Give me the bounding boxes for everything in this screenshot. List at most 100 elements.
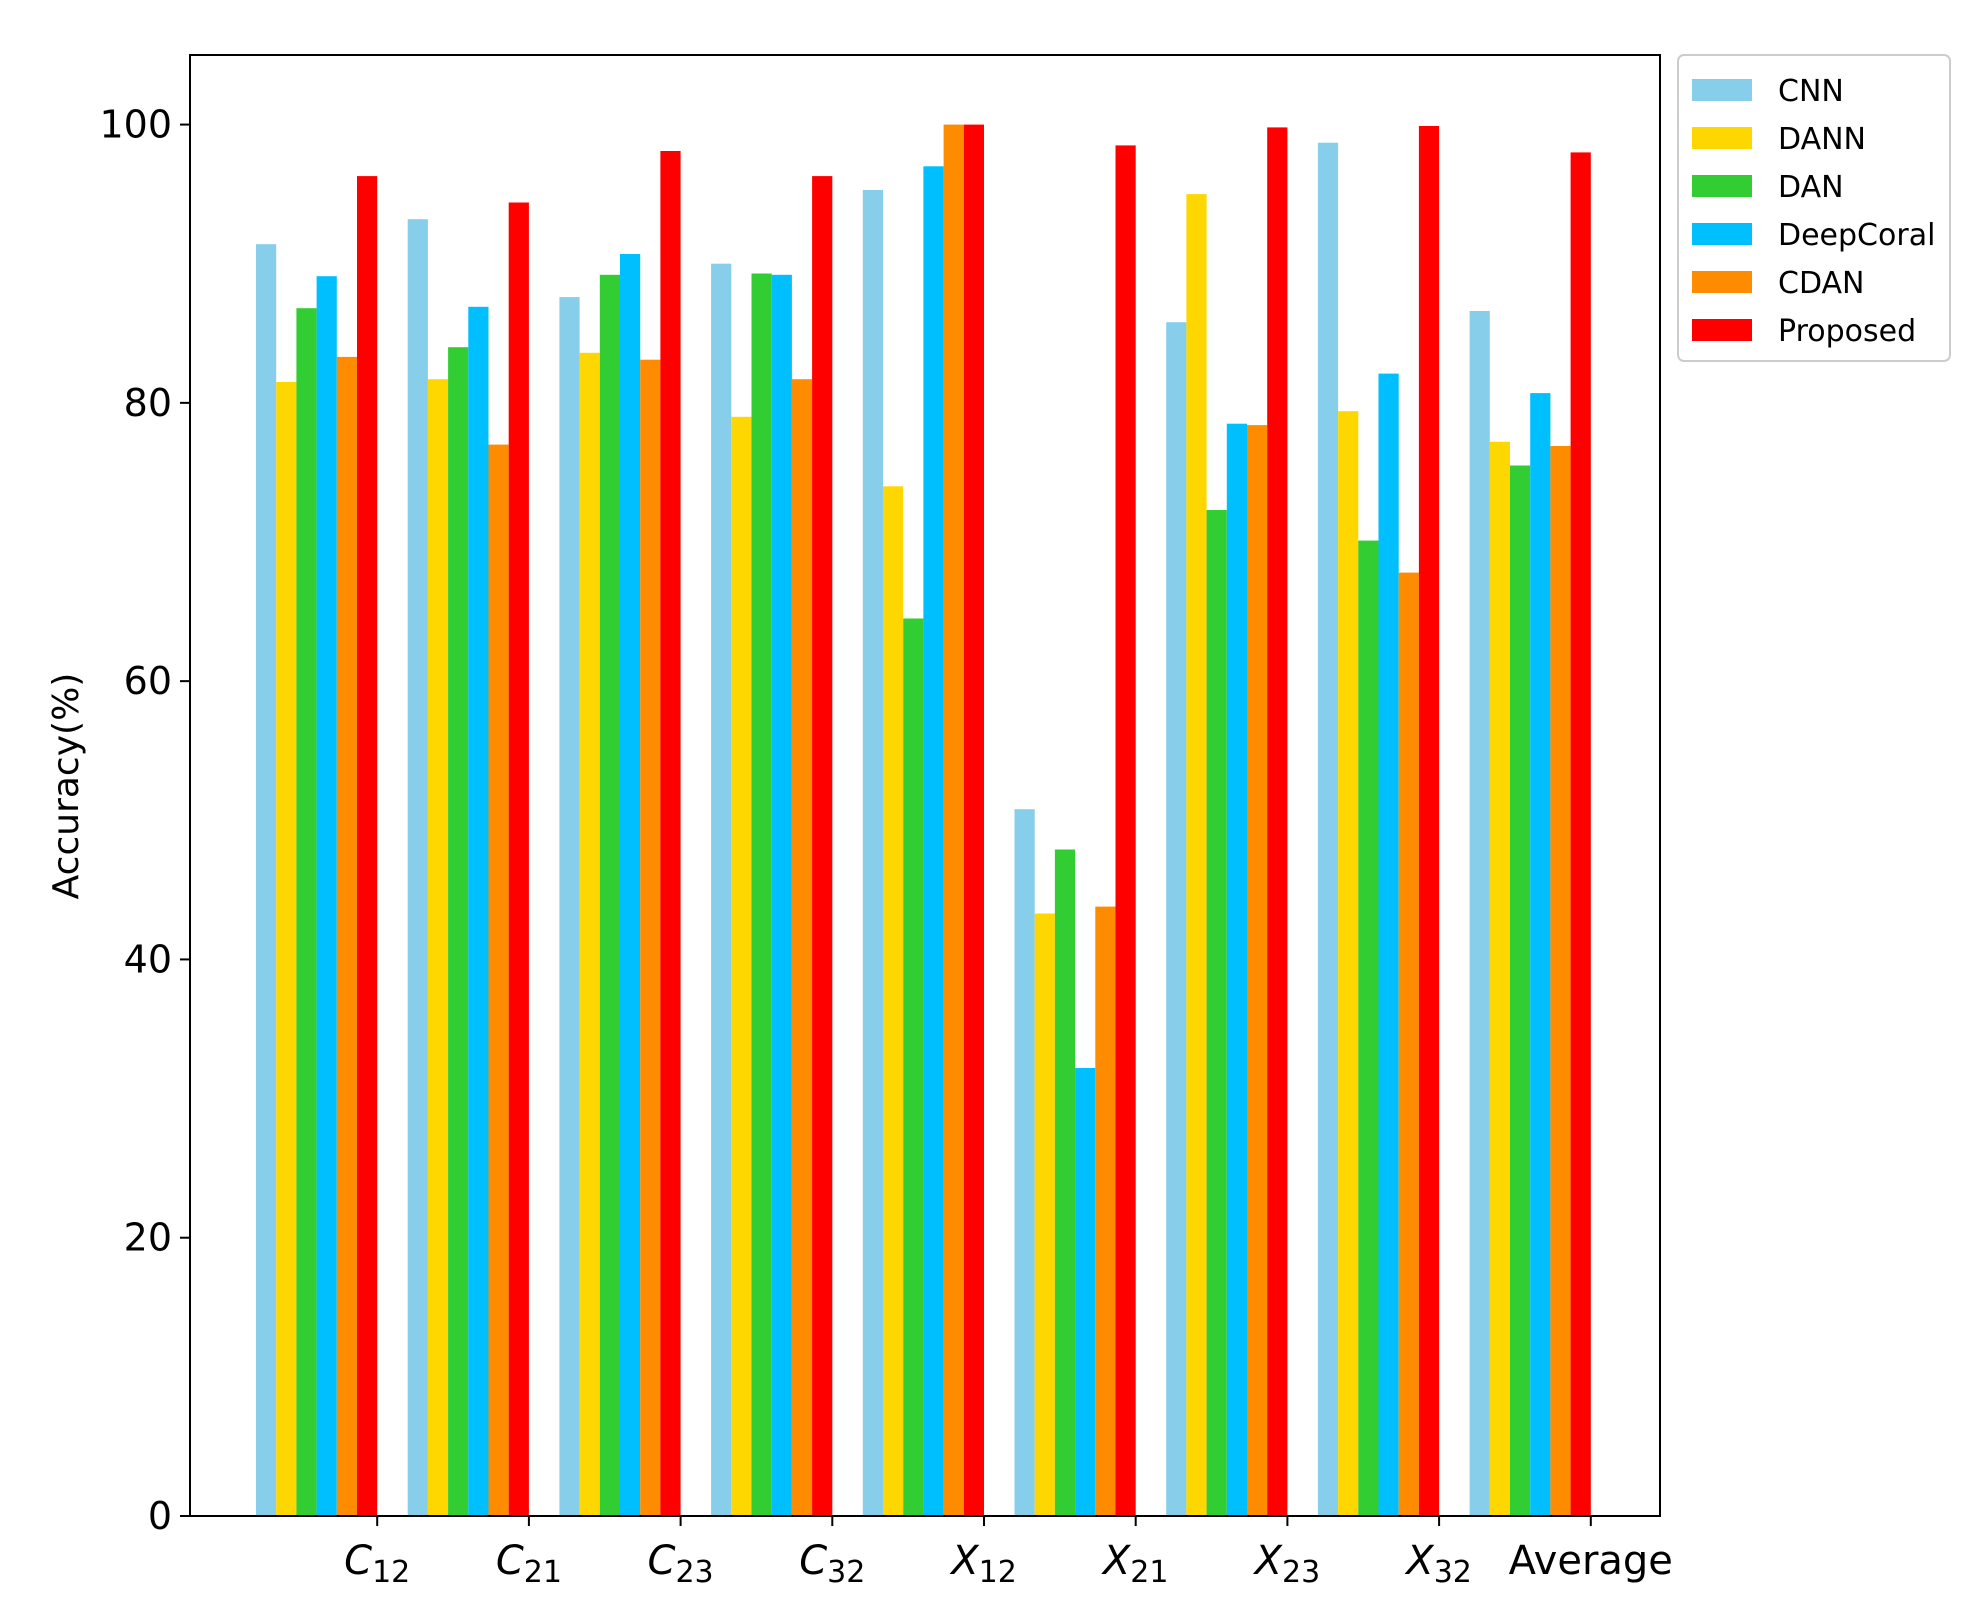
bar-proposed-x12 [963, 124, 984, 1517]
legend-swatch-cnn [1692, 79, 1752, 101]
bar-deepcoral-x32 [1378, 373, 1399, 1517]
bar-cdan-c12 [336, 356, 357, 1516]
x-tick-label: Average [1509, 1538, 1673, 1584]
x-tick-label-subscript: 23 [675, 1555, 713, 1590]
bar-cnn-x21 [1014, 809, 1035, 1516]
y-tick-label: 20 [124, 1216, 172, 1260]
x-tick-label-subscript: 21 [524, 1555, 562, 1590]
x-tick-label-main: X [1404, 1538, 1435, 1584]
bar-proposed-x21 [1115, 145, 1136, 1516]
bar-deepcoral-c23 [620, 254, 641, 1516]
bar-dann-x23 [1186, 194, 1207, 1517]
x-tick-label: X12 [949, 1538, 1017, 1590]
x-tick-label-main: C [648, 1538, 676, 1584]
bar-cnn-c12 [256, 244, 277, 1517]
legend-label-proposed: Proposed [1778, 314, 1916, 349]
bar-dan-c12 [296, 308, 317, 1517]
bar-dan-average [1510, 465, 1531, 1516]
y-tick-label: 100 [99, 103, 172, 147]
legend-swatch-proposed [1692, 319, 1752, 341]
x-tick-label-subscript: 21 [1130, 1555, 1168, 1590]
x-tick-label: C23 [648, 1538, 714, 1590]
x-tick-label-subscript: 32 [1434, 1555, 1472, 1590]
bar-cdan-c21 [488, 444, 509, 1517]
bar-deepcoral-c21 [468, 306, 489, 1516]
bar-deepcoral-c32 [771, 274, 792, 1516]
bar-proposed-x32 [1418, 126, 1440, 1516]
bar-cdan-x23 [1247, 425, 1268, 1517]
bar-cnn-x23 [1166, 322, 1187, 1517]
bars-layer [256, 124, 1591, 1517]
x-tick-label-subscript: 23 [1282, 1555, 1320, 1590]
bar-cnn-c21 [407, 219, 428, 1517]
x-tick-label-main: C [799, 1538, 827, 1584]
x-tick-label-subscript: 12 [372, 1555, 410, 1590]
x-tick-label-main: X [1101, 1538, 1132, 1584]
bar-cdan-c23 [640, 359, 661, 1517]
x-tick-label-subscript: 12 [979, 1555, 1017, 1590]
bar-dann-x21 [1034, 913, 1055, 1516]
bar-dan-x12 [903, 618, 924, 1516]
y-tick-label: 0 [148, 1494, 172, 1538]
legend: CNN DANN DAN DeepCoral CDAN Proposed [1677, 54, 1951, 362]
legend-label-cnn: CNN [1778, 74, 1844, 109]
bar-cnn-average [1469, 311, 1490, 1516]
legend-label-dann: DANN [1778, 122, 1866, 157]
bar-cdan-average [1550, 446, 1571, 1516]
bar-proposed-x23 [1267, 127, 1288, 1516]
bar-dann-x32 [1338, 411, 1359, 1517]
x-axis: C12 C21 C23 C32 X12 X21 X23 X32 Average [344, 1516, 1673, 1590]
bar-dan-c23 [599, 274, 620, 1516]
y-tick-label: 40 [124, 937, 172, 981]
x-tick-label-main: X [949, 1538, 980, 1584]
x-tick-label: X23 [1253, 1538, 1321, 1590]
bar-proposed-average [1570, 152, 1591, 1516]
legend-label-dan: DAN [1778, 170, 1844, 205]
bar-proposed-c32 [812, 176, 833, 1517]
x-tick-label: X21 [1101, 1538, 1169, 1590]
bar-proposed-c21 [508, 202, 529, 1516]
bar-deepcoral-c12 [316, 276, 337, 1517]
plot-frame [189, 54, 1661, 1517]
bar-dan-c32 [751, 273, 772, 1516]
bar-dann-x12 [883, 486, 904, 1516]
x-tick-label: C12 [344, 1538, 410, 1590]
bar-dan-x21 [1054, 849, 1076, 1516]
x-tick-label-main: X [1253, 1538, 1284, 1584]
bar-dan-c21 [448, 347, 469, 1517]
x-tick-label-subscript: 32 [827, 1555, 865, 1590]
y-tick-label: 60 [124, 659, 172, 703]
bar-deepcoral-x12 [923, 166, 944, 1516]
y-axis: 0 20 40 60 80 100 [99, 103, 190, 1538]
bar-dann-c21 [427, 379, 449, 1517]
bar-cdan-x32 [1398, 572, 1419, 1516]
legend-label-deepcoral: DeepCoral [1778, 218, 1935, 253]
x-tick-label: C32 [799, 1538, 865, 1590]
y-axis-title: Accuracy(%) [46, 673, 87, 900]
bar-proposed-c23 [660, 151, 681, 1516]
legend-swatch-dann [1692, 127, 1752, 149]
y-tick-label: 80 [124, 381, 172, 425]
x-tick-label: X32 [1404, 1538, 1472, 1590]
bar-dan-x32 [1358, 540, 1379, 1516]
bar-cnn-x12 [862, 190, 883, 1516]
x-tick-label-main: Average [1509, 1538, 1673, 1584]
bar-deepcoral-average [1530, 393, 1551, 1517]
bar-dann-c32 [731, 416, 752, 1516]
x-tick-label-main: C [344, 1538, 372, 1584]
x-tick-label-main: C [496, 1538, 524, 1584]
bar-cdan-x12 [943, 124, 964, 1517]
bar-cnn-x32 [1317, 142, 1339, 1517]
bar-deepcoral-x23 [1226, 423, 1247, 1517]
bar-dann-c12 [276, 382, 297, 1516]
x-tick-label: C21 [496, 1538, 562, 1590]
bar-cnn-c23 [559, 297, 580, 1517]
bar-cdan-x21 [1095, 906, 1116, 1516]
legend-swatch-dan [1692, 175, 1752, 197]
bar-cdan-c32 [791, 379, 813, 1517]
bar-dann-average [1489, 441, 1510, 1516]
bar-deepcoral-x21 [1075, 1068, 1096, 1516]
bar-dann-c23 [579, 352, 600, 1516]
bar-proposed-c12 [357, 176, 378, 1517]
